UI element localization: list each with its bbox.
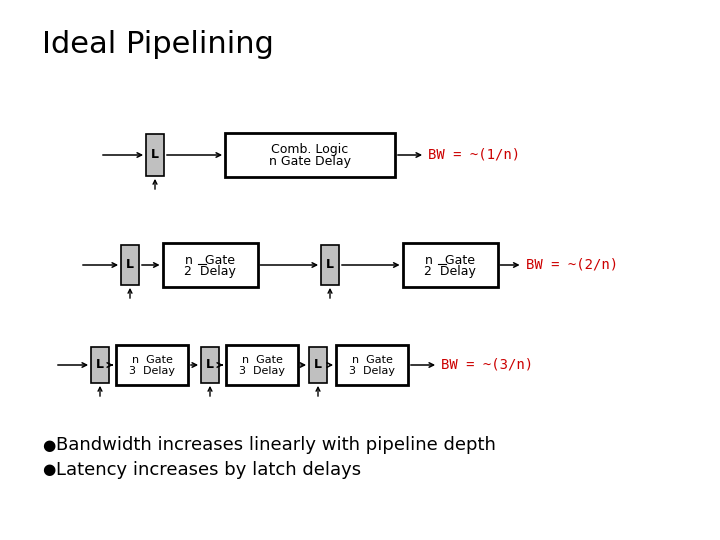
Bar <box>121 245 139 285</box>
Text: n   Gate: n Gate <box>425 253 475 267</box>
Text: Bandwidth increases linearly with pipeline depth: Bandwidth increases linearly with pipeli… <box>56 436 496 454</box>
Text: L: L <box>96 359 104 372</box>
Text: n   Gate: n Gate <box>185 253 235 267</box>
Text: L: L <box>206 359 214 372</box>
Text: BW = ~(1/n): BW = ~(1/n) <box>428 148 520 162</box>
Text: 3  Delay: 3 Delay <box>239 366 285 376</box>
Text: Ideal Pipelining: Ideal Pipelining <box>42 30 274 59</box>
Bar <box>146 134 164 176</box>
Bar <box>321 245 339 285</box>
Text: 3  Delay: 3 Delay <box>349 366 395 376</box>
Bar <box>116 345 188 385</box>
Bar <box>309 347 327 383</box>
Text: n Gate Delay: n Gate Delay <box>269 154 351 167</box>
Bar <box>402 243 498 287</box>
Text: n  Gate: n Gate <box>351 355 392 365</box>
Text: L: L <box>326 259 334 272</box>
Bar <box>226 345 298 385</box>
Text: L: L <box>126 259 134 272</box>
Text: 2  Delay: 2 Delay <box>424 265 476 278</box>
Text: L: L <box>151 148 159 161</box>
Text: Comb. Logic: Comb. Logic <box>271 144 348 157</box>
Text: ●: ● <box>42 462 55 477</box>
Text: ●: ● <box>42 437 55 453</box>
Bar <box>336 345 408 385</box>
Bar <box>91 347 109 383</box>
Bar <box>163 243 258 287</box>
Text: Latency increases by latch delays: Latency increases by latch delays <box>56 461 361 479</box>
Text: 2  Delay: 2 Delay <box>184 265 236 278</box>
Text: 3  Delay: 3 Delay <box>129 366 175 376</box>
Text: L: L <box>314 359 322 372</box>
Bar <box>225 133 395 177</box>
Text: n  Gate: n Gate <box>132 355 172 365</box>
Bar <box>201 347 219 383</box>
Text: BW = ~(3/n): BW = ~(3/n) <box>441 358 533 372</box>
Text: BW = ~(2/n): BW = ~(2/n) <box>526 258 618 272</box>
Text: n  Gate: n Gate <box>242 355 282 365</box>
